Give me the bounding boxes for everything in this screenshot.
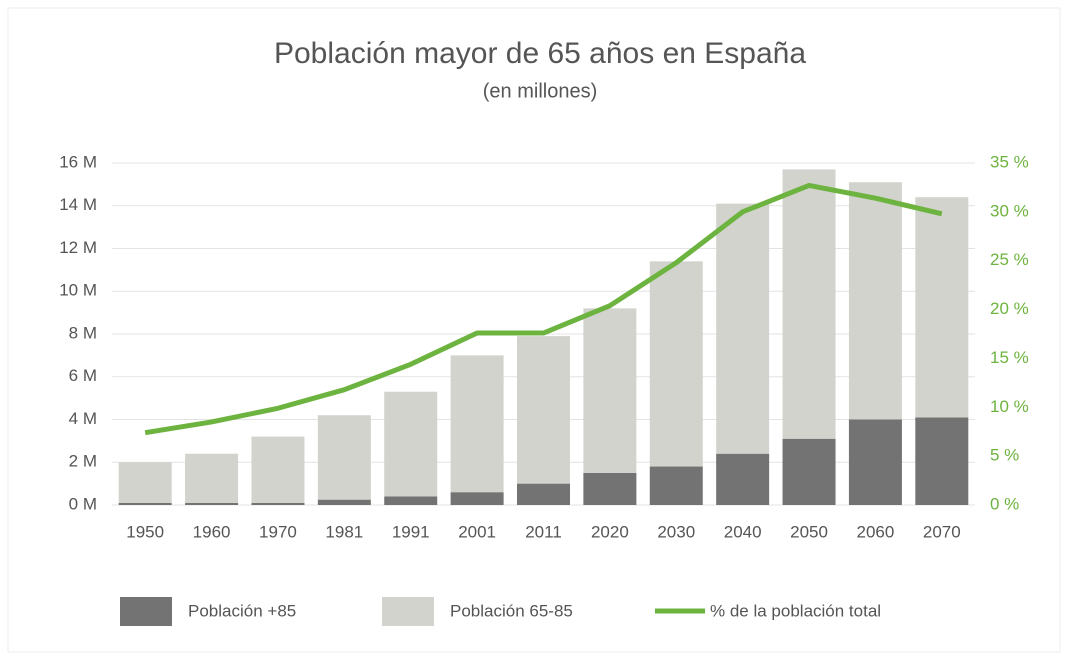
bar-segment — [450, 355, 504, 493]
chart-subtitle: (en millones) — [483, 80, 597, 102]
bar-segment — [450, 492, 504, 505]
x-tick-label: 2040 — [724, 522, 762, 541]
bar-segment — [782, 169, 836, 439]
x-tick-label: 1991 — [392, 522, 430, 541]
x-tick-label: 2020 — [591, 522, 629, 541]
bar-segment — [848, 182, 902, 420]
bar-segment — [649, 261, 703, 467]
panel-border — [7, 7, 1061, 653]
bar-segment — [251, 502, 305, 505]
x-tick-label: 2070 — [923, 522, 961, 541]
bar-segment — [517, 336, 570, 484]
x-tick-label: 2001 — [458, 522, 496, 541]
bar-segment — [583, 472, 637, 505]
y-tick-label: 14 M — [59, 195, 97, 214]
y-tick-label: 4 M — [69, 409, 97, 428]
x-tick-label: 2060 — [857, 522, 895, 541]
x-tick-label: 1960 — [193, 522, 231, 541]
bar-segment — [716, 453, 770, 505]
y2-tick-label: 5 % — [990, 446, 1019, 465]
x-tick-label: 1981 — [325, 522, 363, 541]
bar-segment — [915, 417, 969, 505]
bar-segment — [649, 466, 703, 505]
legend-label: Población +85 — [188, 601, 296, 620]
x-tick-label: 1950 — [126, 522, 164, 541]
bar-segment — [583, 308, 637, 473]
legend-label: Población 65-85 — [450, 601, 573, 620]
y-tick-label: 12 M — [59, 238, 97, 257]
y-tick-label: 0 M — [69, 494, 97, 513]
y-tick-label: 8 M — [69, 323, 97, 342]
bar-segment — [251, 436, 305, 503]
bar-segment — [384, 496, 438, 505]
bar-segment — [185, 502, 239, 505]
bar-segment — [185, 453, 239, 503]
y-tick-label: 2 M — [69, 452, 97, 471]
legend-swatch — [120, 597, 172, 626]
y2-tick-label: 10 % — [990, 397, 1029, 416]
y-tick-label: 10 M — [59, 281, 97, 300]
legend-swatch — [382, 597, 434, 626]
x-tick-label: 2030 — [657, 522, 695, 541]
legend-label: % de la población total — [710, 601, 881, 620]
bar-segment — [915, 197, 969, 418]
y2-tick-label: 0 % — [990, 494, 1019, 513]
bar-segment — [517, 483, 570, 505]
y2-tick-label: 25 % — [990, 250, 1029, 269]
y2-tick-label: 30 % — [990, 201, 1029, 220]
y2-tick-label: 15 % — [990, 348, 1029, 367]
bar-segment — [118, 462, 172, 503]
x-tick-label: 2011 — [525, 522, 562, 541]
chart-title: Población mayor de 65 años en España — [274, 37, 806, 70]
bar-segment — [317, 499, 371, 505]
bar-segment — [716, 203, 770, 454]
x-tick-label: 2050 — [790, 522, 828, 541]
bar-segment — [317, 415, 371, 500]
y2-tick-label: 20 % — [990, 299, 1029, 318]
line — [144, 182, 943, 436]
bar-segment — [782, 438, 836, 505]
bar-segment — [384, 391, 438, 497]
y-tick-label: 16 M — [59, 152, 97, 171]
bar-segment — [118, 502, 172, 505]
y-tick-label: 6 M — [69, 366, 97, 385]
bar-segment — [848, 419, 902, 505]
y2-tick-label: 35 % — [990, 152, 1029, 171]
x-tick-label: 1970 — [259, 522, 297, 541]
